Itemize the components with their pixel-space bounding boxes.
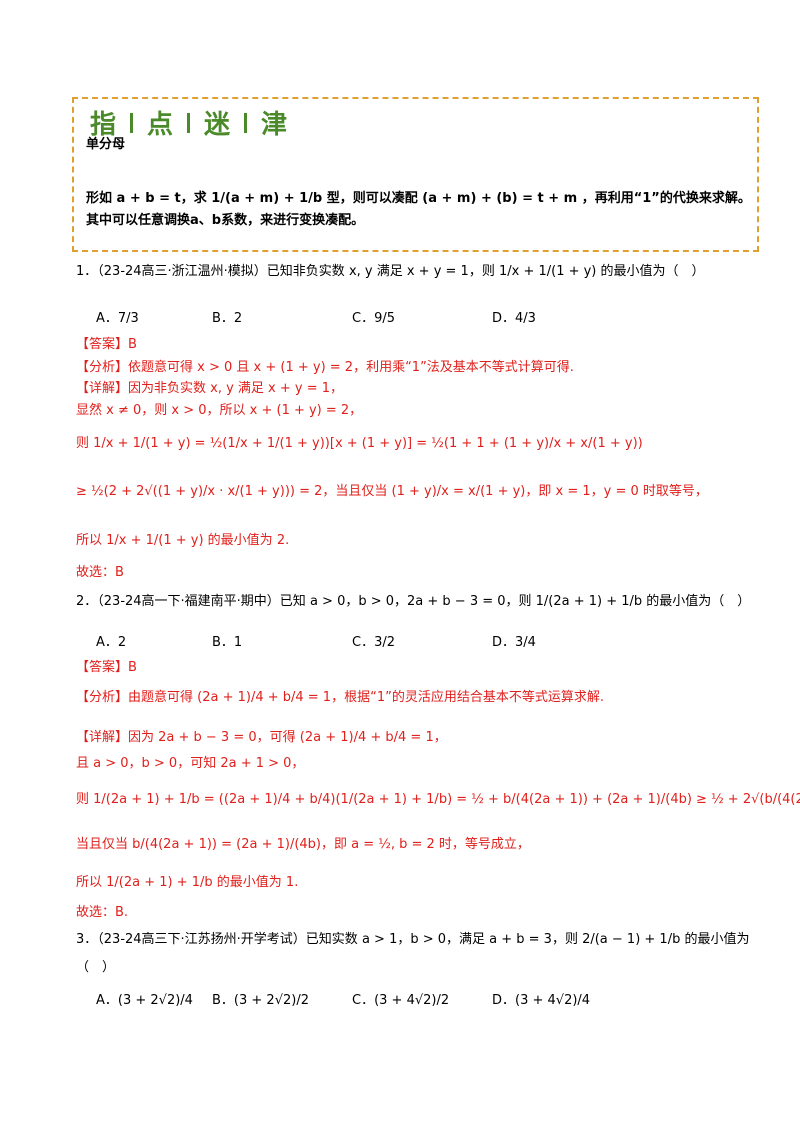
divider	[187, 112, 191, 133]
option: C．3/2	[352, 635, 395, 650]
choice: 故选：B.	[76, 905, 129, 920]
detail-line: 【详解】因为 2a + b − 3 = 0，可得 (2a + 1)/4 + b/…	[76, 730, 447, 745]
answer: 【答案】B	[76, 337, 137, 352]
analysis: 【分析】由题意可得 (2a + 1)/4 + b/4 = 1，根据“1”的灵活应…	[76, 690, 604, 705]
option: A．(3 + 2√2)/4	[96, 993, 193, 1008]
analysis: 【分析】依题意可得 x > 0 且 x + (1 + y) = 2，利用乘“1”…	[76, 360, 574, 375]
title-char: 津	[261, 110, 288, 140]
question-stem: 2．（23-24高一下·福建南平·期中）已知 a > 0，b > 0，2a + …	[76, 594, 751, 609]
tip-line: 其中可以任意调换a、b系数，来进行变换凑配。	[86, 213, 365, 228]
detail-line: 则 1/(2a + 1) + 1/b = ((2a + 1)/4 + b/4)(…	[76, 792, 800, 807]
tip-heading: 单分母	[86, 137, 126, 152]
title-char: 点	[147, 110, 174, 140]
option: C．9/5	[352, 311, 395, 326]
detail-line: 所以 1/x + 1/(1 + y) 的最小值为 2.	[76, 533, 290, 548]
question-stem: （ ）	[76, 960, 116, 975]
option: D．4/3	[492, 311, 536, 326]
option: B．1	[212, 635, 243, 650]
divider	[130, 112, 134, 133]
tip-line: 形如 a + b = t，求 1/(a + m) + 1/b 型，则可以凑配 (…	[86, 191, 751, 206]
choice: 故选：B	[76, 565, 124, 580]
option: A．7/3	[96, 311, 139, 326]
divider	[244, 112, 248, 133]
question-stem: 3．（23-24高三下·江苏扬州·开学考试）已知实数 a > 1，b > 0，满…	[76, 932, 750, 947]
detail-line: 【详解】因为非负实数 x, y 满足 x + y = 1，	[76, 381, 344, 396]
detail-line: 则 1/x + 1/(1 + y) = ½(1/x + 1/(1 + y))[x…	[76, 436, 643, 451]
option: B．2	[212, 311, 243, 326]
option: D．(3 + 4√2)/4	[492, 993, 591, 1008]
option: A．2	[96, 635, 127, 650]
option: C．(3 + 4√2)/2	[352, 993, 450, 1008]
detail-line: ≥ ½(2 + 2√((1 + y)/x · x/(1 + y))) = 2，当…	[76, 484, 708, 499]
tip-title: 指点迷津	[90, 104, 287, 141]
option: B．(3 + 2√2)/2	[212, 993, 309, 1008]
option: D．3/4	[492, 635, 536, 650]
detail-line: 当且仅当 b/(4(2a + 1)) = (2a + 1)/(4b)，即 a =…	[76, 837, 530, 852]
detail-line: 所以 1/(2a + 1) + 1/b 的最小值为 1.	[76, 875, 299, 890]
detail-line: 且 a > 0，b > 0，可知 2a + 1 > 0，	[76, 756, 305, 771]
title-char: 指	[90, 110, 117, 140]
tip-box	[72, 97, 759, 252]
detail-line: 显然 x ≠ 0，则 x > 0，所以 x + (1 + y) = 2，	[76, 403, 363, 418]
answer: 【答案】B	[76, 660, 137, 675]
title-char: 迷	[204, 110, 231, 140]
question-stem: 1．（23-24高三·浙江温州·模拟）已知非负实数 x, y 满足 x + y …	[76, 264, 705, 279]
